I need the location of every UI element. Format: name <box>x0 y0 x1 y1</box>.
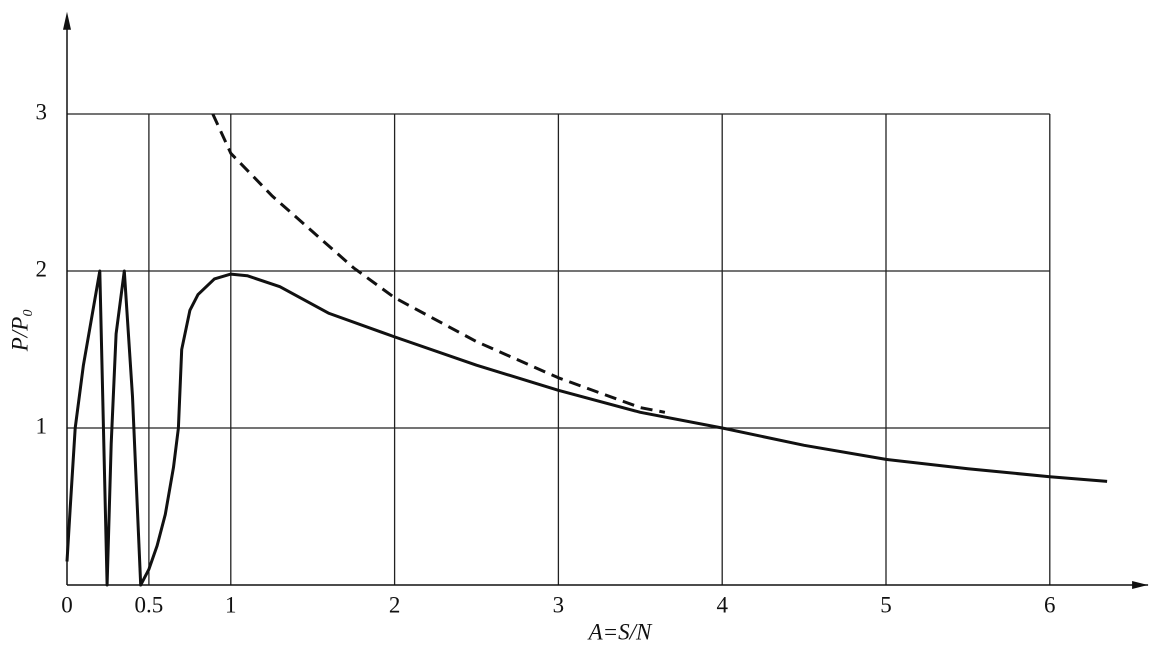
x-tick-label: 4 <box>716 592 728 617</box>
x-tick-label: 6 <box>1044 592 1056 617</box>
x-tick-label: 0.5 <box>135 592 164 617</box>
x-tick-label: 3 <box>553 592 565 617</box>
x-tick-label: 0 <box>61 592 73 617</box>
x-tick-label: 1 <box>225 592 237 617</box>
x-axis-label: A=S/N <box>587 619 653 644</box>
y-axis-arrow <box>63 11 71 30</box>
x-tick-label: 5 <box>880 592 892 617</box>
x-axis-arrow <box>1132 581 1149 589</box>
data-line <box>211 113 666 414</box>
y-axis-label: P/P₀ <box>7 309 32 353</box>
y-tick-label: 3 <box>36 99 48 124</box>
x-tick-label: 2 <box>389 592 401 617</box>
y-tick-label: 2 <box>36 256 48 281</box>
data-line <box>65 269 1108 587</box>
y-tick-label: 1 <box>36 413 48 438</box>
